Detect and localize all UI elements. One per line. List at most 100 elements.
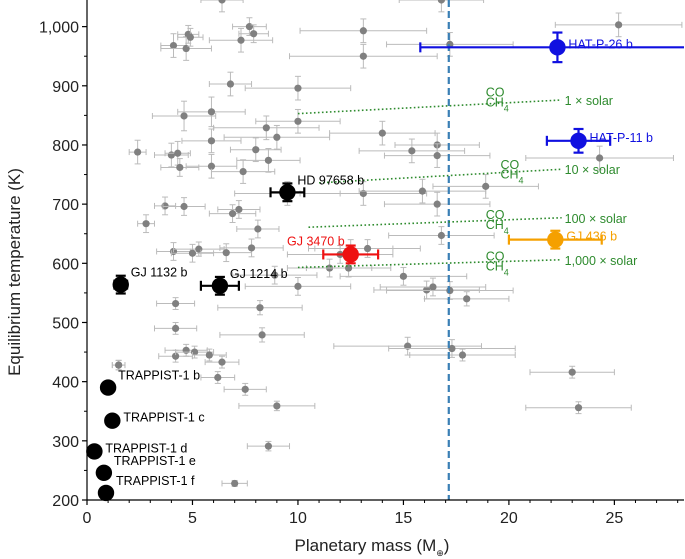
point-marker	[182, 346, 190, 354]
data-point	[236, 148, 301, 173]
point-marker	[294, 282, 302, 290]
data-point	[236, 219, 280, 239]
point-marker	[245, 23, 254, 31]
ch4-label-main: CH	[486, 218, 504, 232]
point-marker	[264, 156, 273, 164]
data-point	[208, 71, 253, 97]
ch4-label-subscript: 4	[504, 104, 509, 114]
data-point	[200, 243, 253, 263]
highlight-point: GJ 1132 b	[112, 266, 188, 295]
point-marker	[408, 147, 416, 155]
y-tick-label: 400	[52, 375, 79, 392]
point-marker	[218, 358, 226, 366]
highlight-point: GJ 436 b	[507, 230, 617, 250]
data-point	[177, 27, 204, 47]
highlight-marker	[342, 246, 359, 263]
point-marker	[463, 295, 471, 303]
y-tick-label: 1,000	[39, 20, 79, 37]
highlight-label: HD 97658 b	[297, 173, 364, 187]
point-marker	[222, 249, 230, 257]
point-marker	[271, 271, 279, 279]
highlight-point: TRAPPIST-1 f	[97, 474, 195, 502]
point-marker	[182, 44, 190, 53]
point-marker	[294, 84, 302, 92]
point-marker	[359, 189, 367, 198]
point-marker	[207, 162, 216, 170]
data-point	[177, 96, 246, 128]
data-point	[213, 115, 320, 141]
ch4-label-main: CH	[500, 168, 518, 182]
transition-line-label: 10 × solar	[565, 163, 620, 177]
point-marker	[574, 404, 583, 412]
data-point	[154, 196, 177, 216]
point-marker	[418, 187, 427, 195]
data-point	[329, 120, 436, 146]
point-marker	[399, 272, 408, 280]
data-point	[172, 241, 225, 257]
highlight-label: TRAPPIST-1 e	[114, 454, 196, 468]
point-marker	[458, 351, 467, 359]
data-point	[529, 365, 615, 379]
x-axis-title-main: Planetary mass (M	[295, 536, 437, 555]
highlight-marker	[549, 39, 566, 56]
data-point	[137, 214, 156, 234]
data-point	[221, 479, 248, 488]
point-marker	[359, 52, 367, 60]
data-point	[160, 158, 200, 177]
highlight-label: TRAPPIST-1 f	[116, 474, 195, 488]
highlight-label: GJ 436 b	[566, 230, 617, 244]
point-marker	[226, 80, 235, 88]
point-marker	[142, 220, 150, 228]
point-marker	[433, 200, 441, 208]
data-point	[191, 348, 227, 362]
data-point	[398, 0, 485, 13]
data-point	[289, 43, 438, 69]
highlight-point: GJ 3470 b	[287, 234, 380, 265]
point-marker	[294, 117, 302, 125]
point-marker	[172, 299, 180, 308]
data-point	[246, 440, 291, 452]
point-marker	[237, 36, 245, 44]
highlight-marker	[570, 132, 587, 150]
data-point	[232, 265, 318, 285]
point-marker	[235, 205, 243, 214]
point-marker	[254, 225, 262, 233]
point-marker	[176, 163, 184, 172]
point-marker	[437, 231, 446, 240]
x-tick-label: 20	[500, 510, 518, 527]
ch4-label: CH4	[500, 168, 523, 186]
point-marker	[404, 342, 412, 350]
point-marker	[218, 0, 226, 4]
data-point	[339, 266, 468, 286]
x-tick-label: 15	[395, 510, 413, 527]
point-marker	[186, 33, 194, 41]
transition-line-label: 1,000 × solar	[565, 254, 638, 268]
ch4-label-main: CH	[486, 96, 504, 110]
data-point	[156, 297, 196, 310]
data-point	[409, 348, 516, 362]
highlight-point: GJ 1214 b	[199, 267, 288, 296]
point-marker	[615, 21, 623, 29]
ch4-label: CH4	[486, 259, 509, 277]
x-tick-label: 25	[605, 510, 623, 527]
highlight-marker	[112, 276, 129, 293]
point-marker	[437, 0, 446, 4]
data-point	[208, 27, 274, 53]
data-point	[208, 204, 257, 223]
data-point	[432, 174, 539, 199]
highlight-label: GJ 1214 b	[230, 267, 288, 281]
co-label: CO	[486, 208, 505, 222]
point-marker	[174, 149, 182, 157]
point-marker	[596, 154, 604, 162]
data-point	[164, 140, 191, 166]
highlight-marker	[547, 231, 564, 248]
highlight-marker	[99, 379, 117, 396]
highlight-point: TRAPPIST-1 c	[104, 411, 205, 429]
y-axis-title: Equilibrium temperature (K)	[5, 168, 24, 376]
highlight-point: HD 97658 b	[269, 173, 364, 203]
